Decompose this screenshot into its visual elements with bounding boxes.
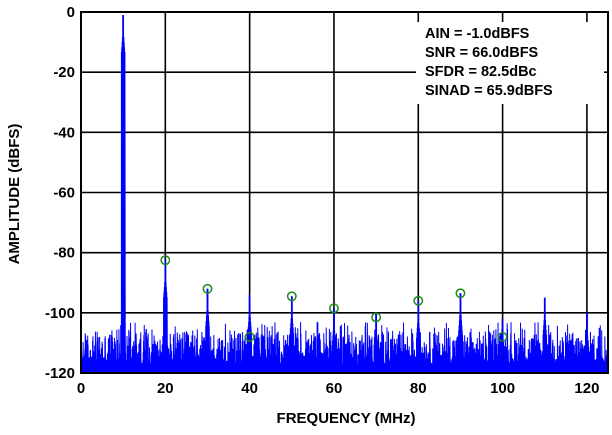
tick-labels: 0 20 40 60 80 100 120 0 -20 -40 -60 -80 -100 -120	[45, 4, 599, 397]
annotation-box: AIN = -1.0dBFS SNR = 66.0dBFS SFDR = 82.…	[416, 22, 604, 104]
annotation-sfdr: SFDR = 82.5dBc	[425, 64, 537, 80]
harmonic-marker-7	[455, 288, 466, 299]
y-axis-title: AMPLITUDE (dBFS)	[6, 124, 23, 265]
x-tick-label: 20	[157, 380, 174, 397]
y-tick-label: -40	[53, 124, 75, 141]
x-tick-label: 40	[241, 380, 258, 397]
annotation-snr: SNR = 66.0dBFS	[425, 45, 539, 61]
x-tick-label: 120	[574, 380, 599, 397]
y-tick-label: -100	[45, 305, 75, 322]
y-tick-label: -80	[53, 245, 75, 262]
annotation-ain: AIN = -1.0dBFS	[425, 26, 530, 42]
spectrum-plot	[80, 15, 609, 374]
harmonic-marker-0	[160, 255, 171, 266]
harmonic-marker-2	[244, 331, 255, 342]
x-tick-label: 100	[490, 380, 515, 397]
plot-frame	[80, 11, 609, 374]
y-tick-label: -120	[45, 365, 75, 382]
x-tick-label: 0	[77, 380, 85, 397]
harmonic-marker-1	[202, 283, 213, 294]
spectrum-trace	[80, 15, 609, 374]
harmonic-marker-3	[286, 291, 297, 302]
annotation-sinad: SINAD = 65.9dBFS	[425, 83, 553, 99]
x-tick-label: 80	[410, 380, 427, 397]
y-tick-label: -20	[53, 64, 75, 81]
x-axis-title: FREQUENCY (MHz)	[277, 410, 416, 427]
harmonic-marker-5	[371, 312, 382, 323]
harmonic-markers	[160, 255, 508, 342]
harmonic-marker-8	[497, 331, 508, 342]
y-tick-label: -60	[53, 185, 75, 202]
harmonic-marker-4	[329, 303, 339, 314]
y-tick-label: 0	[67, 4, 75, 21]
harmonic-marker-6	[413, 295, 424, 306]
x-tick-label: 60	[326, 380, 343, 397]
